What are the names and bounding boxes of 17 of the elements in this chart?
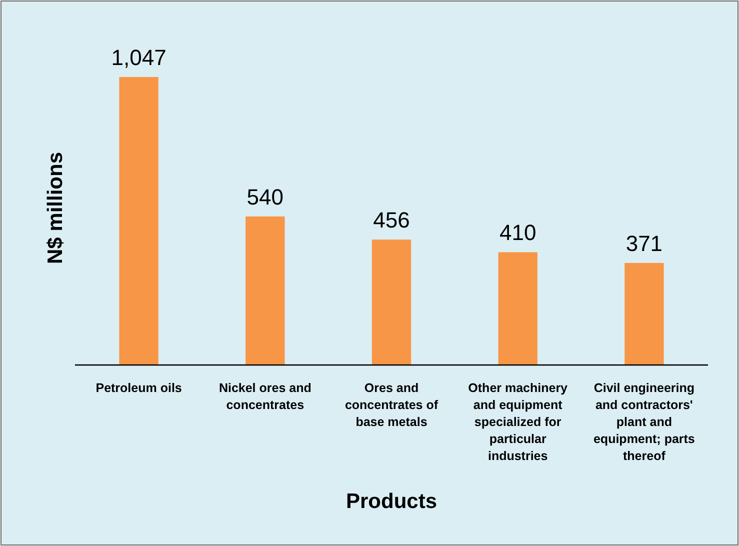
- data-label: 456: [373, 208, 410, 233]
- data-label: 540: [246, 184, 284, 210]
- x-tick-label: Petroleum oils: [96, 381, 182, 395]
- x-tick-label: Civil engineering and contractors' plant and equipment; parts thereof: [593, 381, 695, 463]
- x-tick-label: Ores and concentrates of base metals: [344, 381, 439, 429]
- bar: [372, 240, 412, 365]
- data-label: 410: [499, 220, 536, 246]
- x-tick-label: Other machinery and equipment specialized for particular industries: [468, 381, 568, 463]
- bar: [246, 216, 285, 365]
- bar: [119, 77, 158, 365]
- bar: [624, 262, 664, 365]
- x-axis-title: Products: [346, 490, 438, 513]
- data-label: 1,047: [111, 45, 166, 70]
- x-tick-label: Nickel ores and concentrates: [218, 381, 312, 412]
- data-label: 371: [626, 230, 663, 256]
- bar: [498, 252, 538, 365]
- y-axis-title: N$ millions: [44, 152, 67, 264]
